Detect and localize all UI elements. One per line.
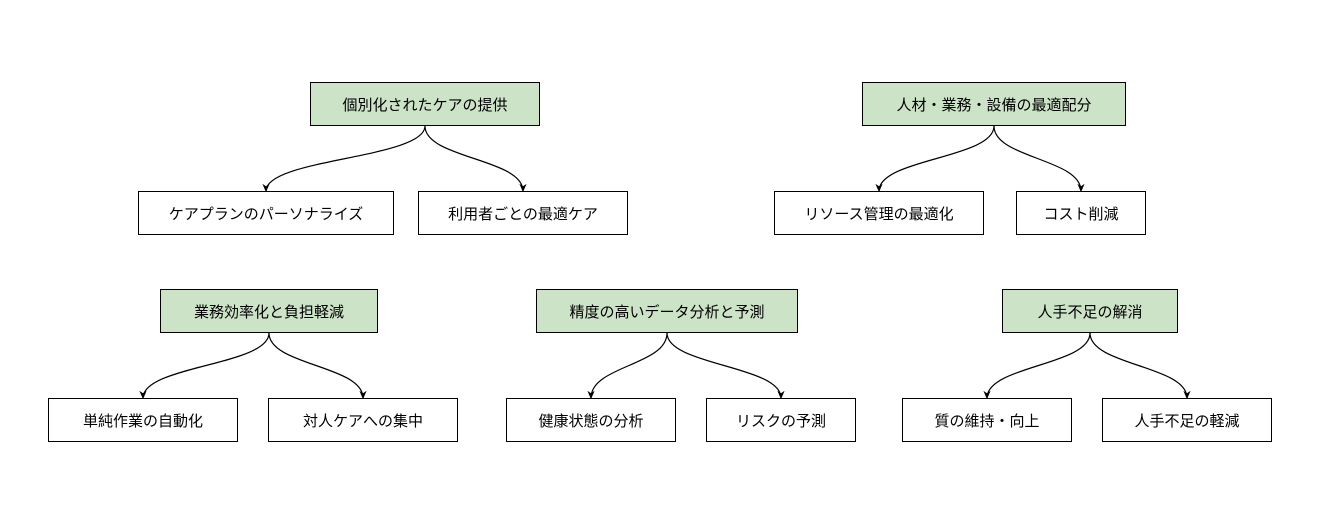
child-node-c4a: 健康状態の分析 [506,398,676,442]
child-node-c2a: リソース管理の最適化 [774,191,984,235]
child-node-c2b: コスト削減 [1016,191,1146,235]
parent-node-p2: 人材・業務・設備の最適配分 [862,82,1126,126]
parent-node-p5: 人手不足の解消 [1002,289,1178,333]
diagram-canvas: 個別化されたケアの提供ケアプランのパーソナライズ利用者ごとの最適ケア 人材・業務・… [0,0,1338,516]
child-node-c3a: 単純作業の自動化 [48,398,238,442]
child-node-c4b: リスクの予測 [706,398,856,442]
child-node-c5b: 人手不足の軽減 [1102,398,1272,442]
edge-p1-c1b [425,126,523,191]
child-node-c5a: 質の維持・向上 [902,398,1072,442]
child-node-c1a: ケアプランのパーソナライズ [138,191,394,235]
edge-p4-c4a [591,333,667,398]
edge-p5-c5b [1090,333,1187,398]
child-node-c3b: 対人ケアへの集中 [268,398,458,442]
edge-p2-c2b [994,126,1081,191]
edge-p2-c2a [879,126,994,191]
edge-p4-c4b [667,333,781,398]
edge-p5-c5a [987,333,1090,398]
edge-p1-c1a [266,126,425,191]
edge-p3-c3a [143,333,269,398]
parent-node-p1: 個別化されたケアの提供 [310,82,540,126]
edge-p3-c3b [269,333,363,398]
child-node-c1b: 利用者ごとの最適ケア [418,191,628,235]
parent-node-p4: 精度の高いデータ分析と予測 [536,289,798,333]
parent-node-p3: 業務効率化と負担軽減 [160,289,378,333]
